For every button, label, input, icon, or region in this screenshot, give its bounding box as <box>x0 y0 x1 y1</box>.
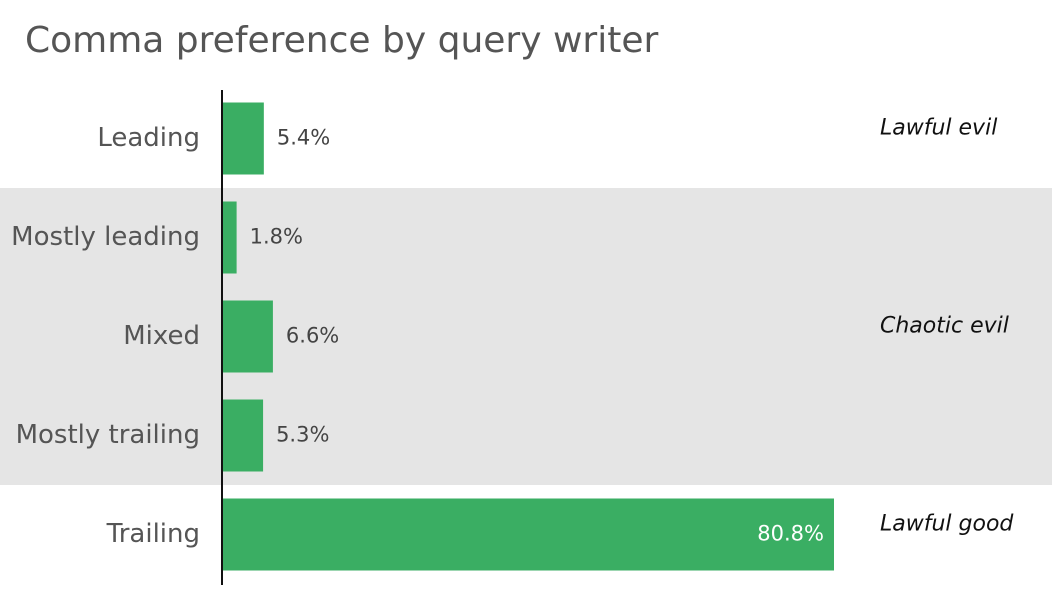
group-label: Chaotic evil <box>880 314 1009 339</box>
value-label: 6.6% <box>286 324 339 348</box>
category-label: Mixed <box>123 321 200 351</box>
category-label: Leading <box>97 123 200 153</box>
value-label: 5.4% <box>277 126 330 150</box>
group-label: Lawful evil <box>880 116 997 141</box>
bar <box>223 201 237 274</box>
bar <box>223 399 264 472</box>
category-label: Mostly trailing <box>16 420 200 450</box>
value-label: 80.8% <box>757 522 824 546</box>
value-label: 1.8% <box>250 225 303 249</box>
bar <box>223 102 264 175</box>
plot: Lawful evil Chaotic evil Lawful good Leadin… <box>11 102 1014 571</box>
bar <box>223 498 834 571</box>
category-label: Mostly leading <box>11 222 200 252</box>
bar <box>223 300 273 373</box>
group-band <box>0 188 1052 485</box>
category-label: Trailing <box>106 519 200 549</box>
value-label: 5.3% <box>276 423 329 447</box>
group-label: Lawful good <box>880 512 1014 537</box>
chart-title: Comma preference by query writer <box>25 20 658 61</box>
bands <box>0 188 1052 485</box>
